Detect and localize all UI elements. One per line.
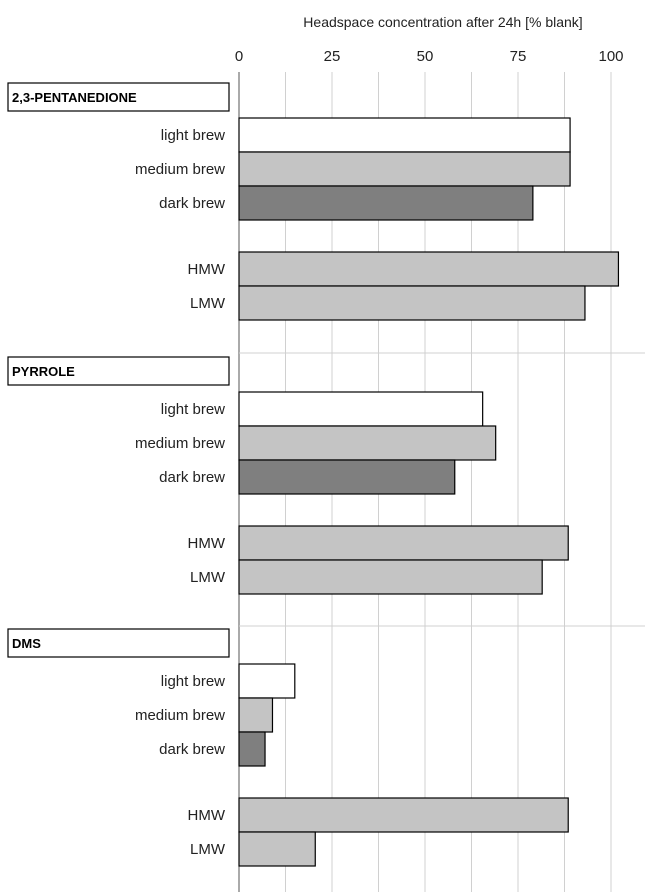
- bar: [238, 831, 316, 867]
- bar: [238, 285, 586, 321]
- category-label: medium brew: [135, 707, 225, 724]
- bar: [238, 697, 274, 733]
- x-tick-label: 75: [510, 48, 527, 65]
- group-label-box: [7, 628, 230, 658]
- bar: [238, 525, 569, 561]
- category-label: HMW: [188, 535, 226, 552]
- category-label: light brew: [161, 401, 225, 418]
- bar: [238, 117, 571, 153]
- category-label: dark brew: [159, 469, 225, 486]
- category-label: light brew: [161, 127, 225, 144]
- bar: [238, 251, 620, 287]
- bar: [238, 663, 296, 699]
- category-label: light brew: [161, 673, 225, 690]
- category-label: dark brew: [159, 195, 225, 212]
- bar: [238, 185, 534, 221]
- bar: [238, 151, 571, 187]
- category-label: LMW: [190, 841, 226, 858]
- x-tick-label: 100: [598, 48, 623, 65]
- bar-groups: 2,3-PENTANEDIONE light brew medium brew dar…: [7, 82, 620, 867]
- bar: [238, 731, 266, 767]
- bar: [238, 425, 497, 461]
- x-tick-label: 50: [417, 48, 434, 65]
- bar-group: PYRROLE light brew medium brew dark brew HMW…: [7, 356, 569, 595]
- x-axis-title: Headspace concentration after 24h [% bla…: [303, 14, 582, 30]
- group-label: DMS: [12, 636, 41, 651]
- x-axis-ticks: 0 25 50 75 100: [235, 48, 624, 65]
- category-label: HMW: [188, 261, 226, 278]
- category-label: LMW: [190, 295, 226, 312]
- x-tick-label: 0: [235, 48, 243, 65]
- bar: [238, 559, 543, 595]
- bar-group: DMS light brew medium brew dark brew HMW LMW: [7, 628, 569, 867]
- bar: [238, 797, 569, 833]
- group-label-box: [7, 82, 230, 112]
- group-label: PYRROLE: [12, 364, 75, 379]
- bar: [238, 459, 456, 495]
- category-label: LMW: [190, 569, 226, 586]
- category-label: medium brew: [135, 435, 225, 452]
- category-label: dark brew: [159, 741, 225, 758]
- group-label: 2,3-PENTANEDIONE: [12, 90, 137, 105]
- category-label: HMW: [188, 807, 226, 824]
- category-label: medium brew: [135, 161, 225, 178]
- bar-group: 2,3-PENTANEDIONE light brew medium brew dar…: [7, 82, 620, 321]
- group-label-box: [7, 356, 230, 386]
- bar: [238, 391, 484, 427]
- x-tick-label: 25: [324, 48, 341, 65]
